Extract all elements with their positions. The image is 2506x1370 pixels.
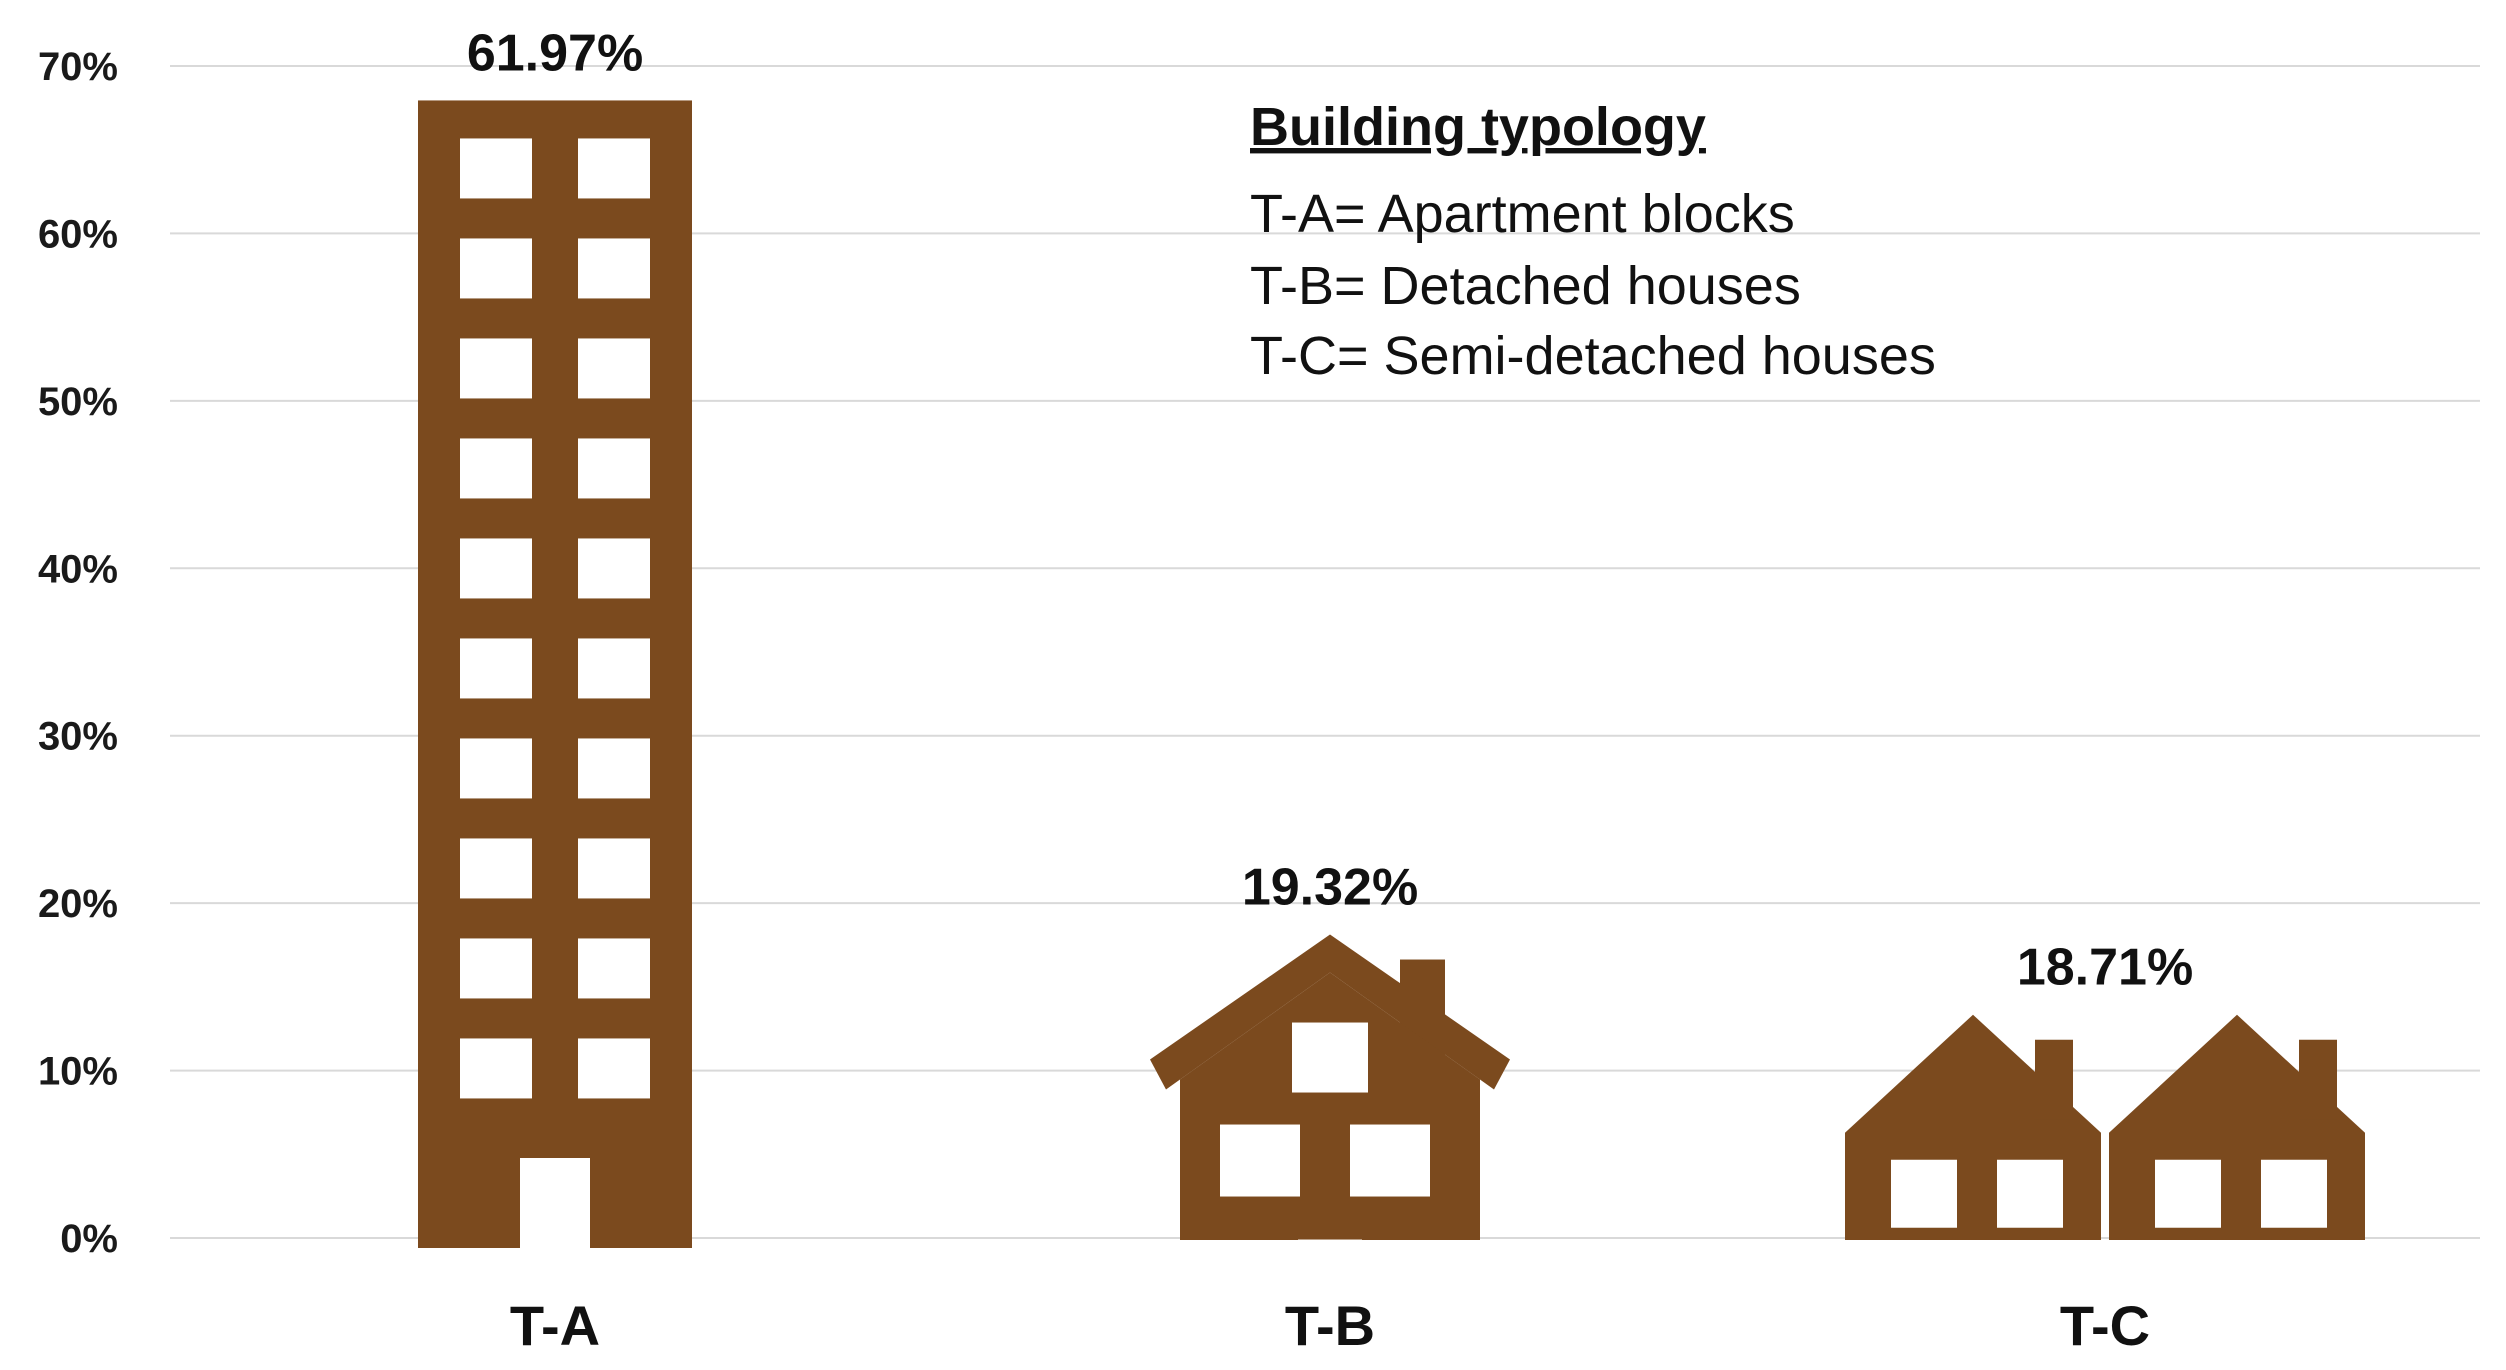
door [520,1158,590,1248]
y-tick-label: 0% [60,1217,118,1261]
x-tick-label: T-A [510,1294,600,1357]
window [1350,1124,1430,1197]
window [460,838,532,899]
legend-item-t-b: T-B= Detached houses [1250,256,1801,316]
y-tick-label: 10% [38,1050,118,1094]
apartment-block-icon [418,100,692,1248]
y-tick-label: 40% [38,547,118,591]
window [578,238,650,299]
legend-item-t-c: T-C= Semi-detached houses [1250,326,1936,386]
window [1997,1159,2063,1228]
x-axis: T-A T-B T-C [510,1294,2150,1357]
window [460,338,532,399]
legend-item-t-a: T-A= Apartment blocks [1250,184,1795,244]
bar-mark-t-c [1845,1014,2365,1240]
window [460,1038,532,1099]
window [578,438,650,499]
data-label: 61.97% [467,24,643,82]
y-axis: 0% 10% 20% 30% 40% 50% 60% 70% [38,45,118,1261]
window [460,138,532,199]
window [460,438,532,499]
window [578,138,650,199]
bar-mark-t-b [1150,934,1510,1240]
window [578,838,650,899]
chimney [2035,1039,2073,1120]
y-tick-label: 50% [38,380,118,424]
y-tick-label: 60% [38,212,118,256]
data-labels: 61.97% 19.32% 18.71% [467,24,2193,996]
window [460,638,532,699]
window [1220,1124,1300,1197]
data-label: 18.71% [2017,939,2193,997]
window [460,238,532,299]
window [460,938,532,999]
bar-marks [418,100,2365,1248]
window [460,538,532,599]
x-tick-label: T-C [2060,1294,2150,1357]
y-tick-label: 20% [38,882,118,926]
y-tick-label: 70% [38,45,118,89]
legend: Building typology T-A= Apartment blocks … [1250,97,1936,386]
window [578,638,650,699]
window [1292,1022,1368,1093]
window [578,338,650,399]
data-label: 19.32% [1242,859,1418,917]
window [578,1038,650,1099]
window [1891,1159,1957,1228]
window [578,738,650,799]
x-tick-label: T-B [1285,1294,1375,1357]
window [2261,1159,2327,1228]
window [578,538,650,599]
chimney [2299,1039,2337,1120]
y-tick-label: 30% [38,715,118,759]
window [460,738,532,799]
window [2155,1159,2221,1228]
bar-mark-t-a [418,100,692,1248]
window [578,938,650,999]
legend-title: Building typology [1250,97,1706,157]
